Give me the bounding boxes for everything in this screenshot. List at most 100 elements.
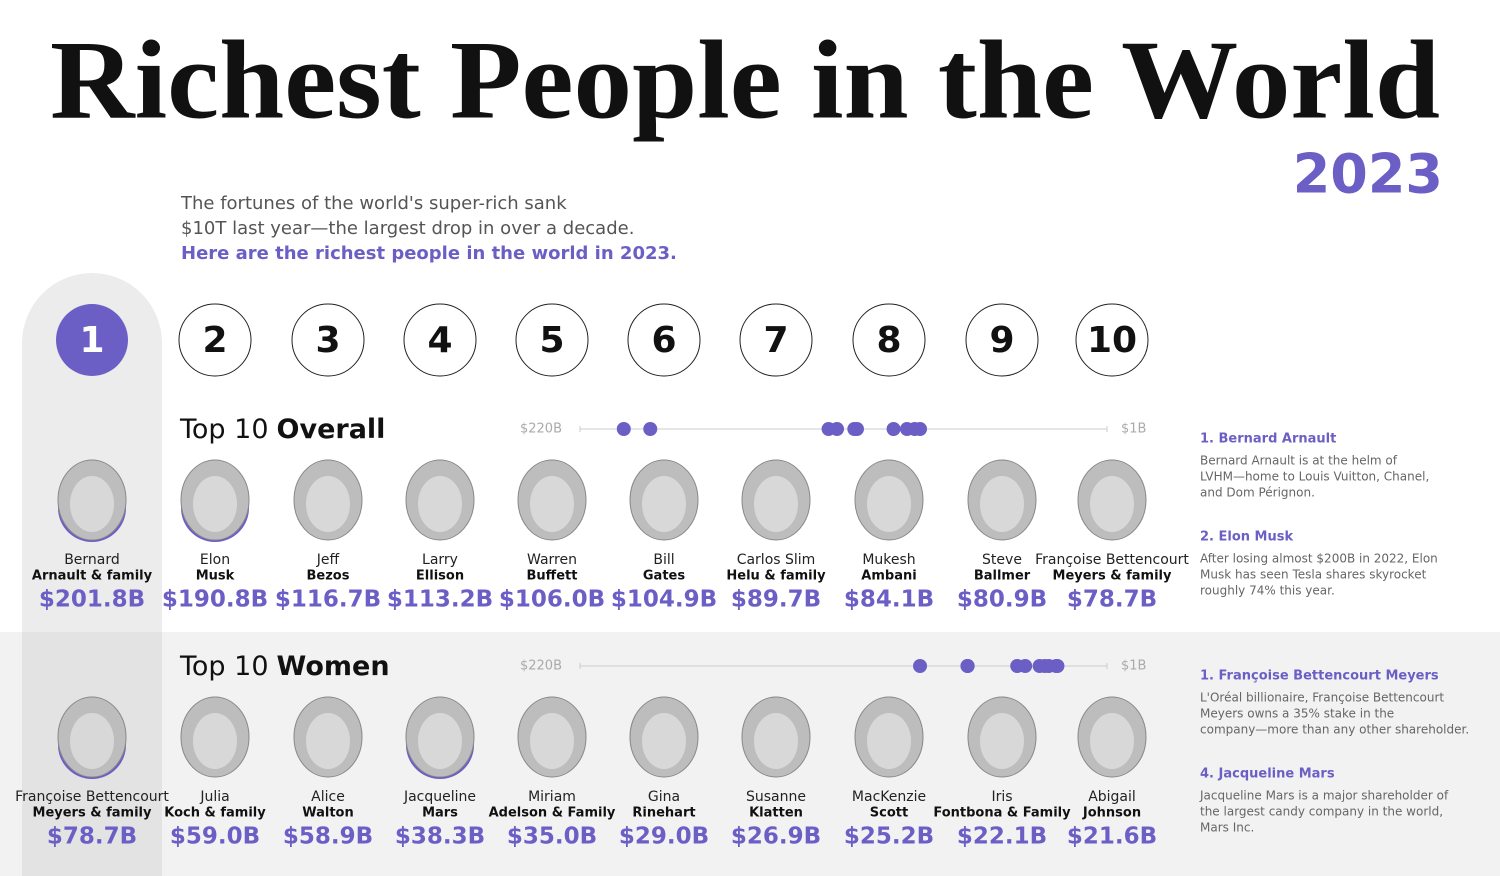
- rank-number: 10: [1087, 320, 1137, 361]
- value-dot: [913, 659, 928, 673]
- rank-number: 5: [539, 320, 564, 361]
- section-heading: Top 10 Overall: [179, 414, 385, 445]
- title: Richest People in the World: [50, 19, 1440, 143]
- portrait-face: [70, 476, 114, 532]
- first-name: Miriam: [528, 789, 576, 805]
- note-title: 2. Elon Musk: [1200, 530, 1293, 545]
- intro-highlight: Here are the richest people in the world…: [181, 243, 677, 264]
- portrait-face: [754, 476, 798, 532]
- net-worth: $25.2B: [844, 824, 934, 850]
- value-dot: [960, 659, 975, 673]
- last-name: Buffett: [527, 569, 578, 584]
- portrait-face: [70, 713, 114, 769]
- net-worth: $38.3B: [395, 824, 485, 850]
- rank-badge: [1075, 303, 1149, 377]
- net-worth: $84.1B: [844, 587, 934, 613]
- rank-number: 8: [876, 320, 901, 361]
- rank-badge: [178, 303, 252, 377]
- net-worth: $104.9B: [611, 587, 717, 613]
- net-worth: $29.0B: [619, 824, 709, 850]
- net-worth: $59.0B: [170, 824, 260, 850]
- first-name: Julia: [199, 789, 229, 805]
- last-name: Johnson: [1082, 806, 1141, 821]
- scale-label: $1B: [1121, 422, 1146, 437]
- last-name: Klatten: [749, 806, 803, 821]
- last-name: Ambani: [861, 569, 916, 584]
- first-name: Elon: [200, 552, 230, 568]
- intro-line: The fortunes of the world's super-rich s…: [180, 193, 567, 214]
- first-name: Steve: [982, 552, 1022, 568]
- value-dot: [830, 422, 845, 436]
- net-worth: $78.7B: [47, 824, 137, 850]
- first-name: Susanne: [746, 789, 806, 805]
- last-name: Koch & family: [164, 806, 266, 821]
- rank-number: 7: [763, 320, 788, 361]
- rank-badge: [291, 303, 365, 377]
- note-line: L'Oréal billionaire, Françoise Bettencou…: [1200, 691, 1444, 705]
- portrait-face: [418, 713, 462, 769]
- year: 2023: [1293, 143, 1443, 206]
- rank-number: 9: [989, 320, 1014, 361]
- portrait-face: [1090, 713, 1134, 769]
- first-name: Jacqueline: [403, 789, 476, 805]
- portrait-face: [980, 713, 1024, 769]
- value-dot: [849, 422, 864, 436]
- portrait-face: [754, 713, 798, 769]
- net-worth: $89.7B: [731, 587, 821, 613]
- value-dot: [643, 422, 658, 436]
- value-dot: [886, 422, 901, 436]
- net-worth: $80.9B: [957, 587, 1047, 613]
- note-line: Mars Inc.: [1200, 821, 1254, 835]
- first-name: Iris: [991, 789, 1012, 805]
- rank-number: 3: [315, 320, 340, 361]
- last-name: Meyers & family: [1053, 569, 1172, 584]
- last-name: Helu & family: [726, 569, 826, 584]
- rank-badge: [739, 303, 813, 377]
- portrait-face: [530, 713, 574, 769]
- portrait-face: [418, 476, 462, 532]
- last-name: Scott: [870, 806, 908, 821]
- scale-label: $1B: [1121, 659, 1146, 674]
- first-name: Alice: [311, 789, 345, 805]
- portrait-face: [530, 476, 574, 532]
- value-dot: [1018, 659, 1033, 673]
- rank-badge: [627, 303, 701, 377]
- value-dot: [913, 422, 928, 436]
- rank-number: 1: [79, 320, 104, 361]
- rank-badge: [56, 304, 128, 376]
- note-line: Meyers owns a 35% stake in the: [1200, 707, 1394, 721]
- first-name: Gina: [648, 789, 680, 805]
- rank-badge: [852, 303, 926, 377]
- last-name: Ellison: [416, 569, 464, 584]
- net-worth: $201.8B: [39, 587, 145, 613]
- note-line: Jacqueline Mars is a major shareholder o…: [1199, 789, 1449, 803]
- note-line: Musk has seen Tesla shares skyrocket: [1200, 568, 1427, 582]
- last-name: Arnault & family: [32, 569, 153, 584]
- note-line: roughly 74% this year.: [1200, 584, 1335, 598]
- first-name: Françoise Bettencourt: [15, 789, 169, 805]
- portrait-face: [306, 476, 350, 532]
- portrait-face: [193, 713, 237, 769]
- intro-line: $10T last year—the largest drop in over …: [181, 218, 634, 239]
- first-name: MacKenzie: [852, 789, 926, 805]
- net-worth: $35.0B: [507, 824, 597, 850]
- note-line: LVHM—home to Louis Vuitton, Chanel,: [1200, 470, 1429, 484]
- first-name: Abigail: [1088, 789, 1136, 805]
- net-worth: $190.8B: [162, 587, 268, 613]
- note-title: 1. Françoise Bettencourt Meyers: [1200, 669, 1439, 684]
- note-line: and Dom Pérignon.: [1200, 486, 1315, 500]
- portrait-face: [980, 476, 1024, 532]
- portrait-face: [642, 713, 686, 769]
- portrait-face: [193, 476, 237, 532]
- last-name: Bezos: [307, 569, 350, 584]
- net-worth: $113.2B: [387, 587, 493, 613]
- first-name: Françoise Bettencourt: [1035, 552, 1189, 568]
- note-title: 1. Bernard Arnault: [1200, 432, 1336, 447]
- last-name: Ballmer: [974, 569, 1031, 584]
- last-name: Gates: [643, 569, 685, 584]
- first-name: Larry: [422, 552, 458, 568]
- last-name: Adelson & Family: [489, 806, 616, 821]
- rank-number: 2: [202, 320, 227, 361]
- first-name: Carlos Slim: [737, 552, 816, 568]
